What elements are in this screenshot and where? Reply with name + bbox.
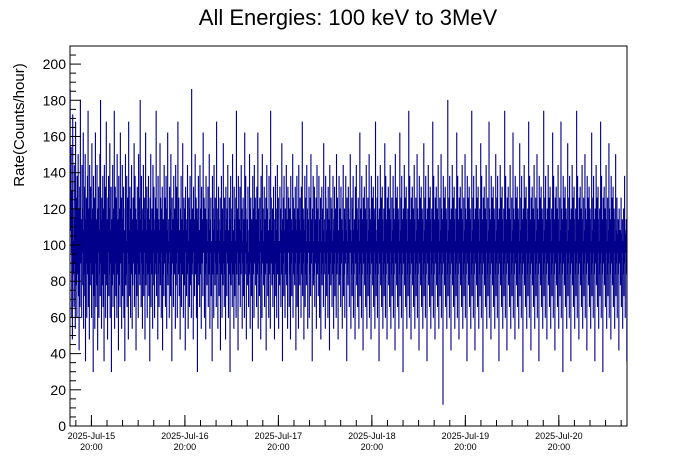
y-tick-label: 60 xyxy=(50,309,66,325)
axis-layer: 0204060801001201401601802002025-Jul-1520… xyxy=(43,45,622,452)
y-tick-label: 120 xyxy=(43,201,67,217)
y-tick-label: 20 xyxy=(50,382,66,398)
x-tick-time-label: 20:00 xyxy=(361,442,384,452)
x-tick-time-label: 20:00 xyxy=(174,442,197,452)
x-tick-time-label: 20:00 xyxy=(80,442,103,452)
y-tick-label: 0 xyxy=(58,418,66,434)
y-axis-label: Rate(Counts/hour) xyxy=(11,63,28,186)
x-tick-date-label: 2025-Jul-19 xyxy=(442,431,490,441)
y-tick-label: 100 xyxy=(43,237,67,253)
y-tick-label: 180 xyxy=(43,92,67,108)
series-layer xyxy=(69,89,628,405)
x-tick-date-label: 2025-Jul-18 xyxy=(348,431,396,441)
x-tick-date-label: 2025-Jul-16 xyxy=(161,431,209,441)
x-tick-date-label: 2025-Jul-15 xyxy=(68,431,116,441)
x-tick-date-label: 2025-Jul-20 xyxy=(535,431,583,441)
x-tick-date-label: 2025-Jul-17 xyxy=(255,431,303,441)
x-tick-time-label: 20:00 xyxy=(548,442,571,452)
y-tick-label: 80 xyxy=(50,273,66,289)
y-tick-label: 160 xyxy=(43,128,67,144)
x-tick-time-label: 20:00 xyxy=(267,442,290,452)
y-tick-label: 140 xyxy=(43,165,67,181)
y-tick-label: 200 xyxy=(43,56,67,72)
series-line xyxy=(69,89,628,405)
y-tick-label: 40 xyxy=(50,346,66,362)
chart-title: All Energies: 100 keV to 3MeV xyxy=(199,5,498,30)
x-tick-time-label: 20:00 xyxy=(454,442,477,452)
